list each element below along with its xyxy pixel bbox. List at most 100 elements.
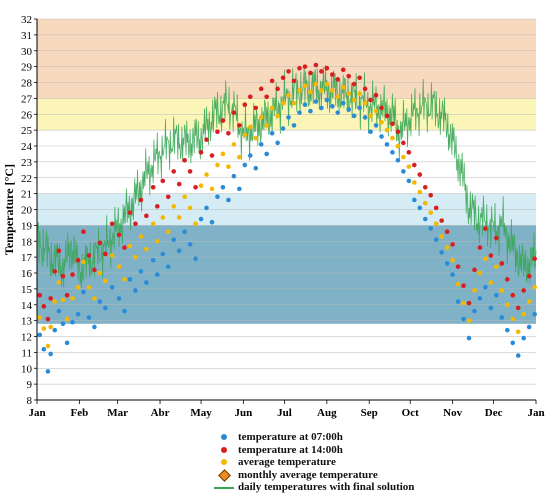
point-07h bbox=[357, 105, 362, 111]
point-average bbox=[373, 108, 379, 114]
point-14h bbox=[144, 213, 149, 219]
point-07h bbox=[37, 332, 43, 338]
point-07h bbox=[122, 308, 127, 314]
point-14h bbox=[461, 283, 466, 289]
point-07h bbox=[176, 248, 182, 254]
point-average bbox=[444, 245, 450, 250]
point-average bbox=[48, 324, 53, 330]
point-07h bbox=[329, 104, 335, 109]
point-07h bbox=[444, 261, 450, 266]
point-average bbox=[160, 215, 166, 220]
y-tick-labels: 8 9 10 11 12 13 14 15 16 17 18 19 20 21 22 23 24 25 26 27 28… bbox=[21, 14, 37, 407]
point-07h bbox=[60, 321, 66, 327]
point-average bbox=[308, 89, 313, 95]
point-14h bbox=[97, 240, 103, 246]
point-average bbox=[379, 119, 384, 125]
y-tick-label: 31 bbox=[21, 30, 32, 42]
point-14h bbox=[193, 184, 198, 190]
point-average bbox=[253, 135, 259, 141]
point-07h bbox=[488, 305, 494, 311]
point-average bbox=[302, 83, 308, 88]
x-tick-label: Aug bbox=[317, 407, 337, 419]
point-average bbox=[182, 194, 187, 200]
point-14h bbox=[81, 229, 86, 235]
point-average bbox=[122, 277, 127, 282]
y-tick-label: 11 bbox=[21, 347, 32, 359]
point-average bbox=[494, 264, 499, 269]
point-14h bbox=[357, 75, 362, 81]
point-average bbox=[390, 135, 395, 141]
point-14h bbox=[109, 221, 115, 227]
legend-label: temperature at 14:00h bbox=[238, 443, 343, 456]
point-average bbox=[384, 127, 390, 133]
point-14h bbox=[532, 256, 537, 262]
point-07h bbox=[297, 110, 302, 115]
point-average bbox=[428, 210, 434, 215]
point-average bbox=[313, 81, 319, 87]
point-07h bbox=[48, 351, 53, 357]
point-average bbox=[357, 91, 362, 96]
point-07h bbox=[275, 140, 280, 146]
point-14h bbox=[499, 261, 505, 266]
x-tick-labels: Jan Feb Mar Abr May Jun Jul Aug Sep Oct Nov Dec Jan bbox=[28, 400, 545, 419]
point-07h bbox=[220, 184, 226, 190]
point-07h bbox=[56, 308, 62, 314]
point-07h bbox=[280, 126, 286, 131]
y-tick-label: 19 bbox=[21, 220, 33, 232]
point-average bbox=[532, 284, 537, 290]
point-14h bbox=[444, 229, 450, 235]
point-14h bbox=[521, 288, 526, 293]
point-07h bbox=[324, 97, 330, 103]
point-average bbox=[226, 164, 231, 169]
point-14h bbox=[103, 251, 108, 257]
y-tick-label: 26 bbox=[21, 109, 33, 121]
point-07h bbox=[461, 316, 466, 322]
point-07h bbox=[155, 272, 160, 277]
point-07h bbox=[291, 123, 297, 128]
point-average bbox=[144, 246, 149, 252]
point-14h bbox=[450, 242, 455, 247]
point-average bbox=[204, 172, 209, 177]
point-07h bbox=[41, 346, 47, 352]
point-14h bbox=[313, 62, 319, 68]
point-average bbox=[521, 311, 526, 317]
point-average bbox=[329, 88, 335, 93]
x-tick-label: Sep bbox=[361, 407, 378, 419]
point-average bbox=[483, 256, 488, 262]
point-average bbox=[264, 123, 269, 128]
point-14h bbox=[75, 258, 81, 263]
point-07h bbox=[64, 340, 70, 346]
point-average bbox=[86, 284, 92, 290]
x-tick-label: Feb bbox=[71, 407, 89, 419]
point-average bbox=[275, 113, 280, 119]
point-average bbox=[155, 238, 160, 244]
point-14h bbox=[340, 67, 346, 73]
point-average bbox=[220, 151, 226, 157]
point-07h bbox=[362, 115, 368, 120]
y-tick-label: 13 bbox=[21, 316, 33, 328]
point-14h bbox=[155, 204, 160, 209]
point-average bbox=[477, 270, 483, 276]
point-14h bbox=[37, 292, 43, 298]
green-line-icon bbox=[214, 482, 234, 494]
point-average bbox=[242, 132, 248, 138]
point-14h bbox=[329, 72, 335, 77]
legend-label: average temperature bbox=[238, 456, 336, 469]
point-14h bbox=[133, 221, 138, 227]
point-average bbox=[280, 100, 286, 106]
point-average bbox=[395, 143, 401, 149]
point-14h bbox=[373, 92, 379, 98]
point-average bbox=[319, 88, 324, 93]
point-07h bbox=[193, 256, 198, 262]
y-tick-label: 15 bbox=[21, 284, 33, 296]
point-07h bbox=[160, 251, 166, 257]
point-14h bbox=[215, 129, 220, 135]
point-07h bbox=[187, 242, 193, 247]
point-07h bbox=[242, 162, 248, 168]
point-average bbox=[297, 88, 302, 93]
point-07h bbox=[346, 107, 352, 112]
point-average bbox=[150, 221, 156, 227]
legend: temperature at 07:00h temperature at 14:… bbox=[214, 431, 414, 494]
point-14h bbox=[494, 235, 499, 241]
point-14h bbox=[176, 181, 182, 187]
